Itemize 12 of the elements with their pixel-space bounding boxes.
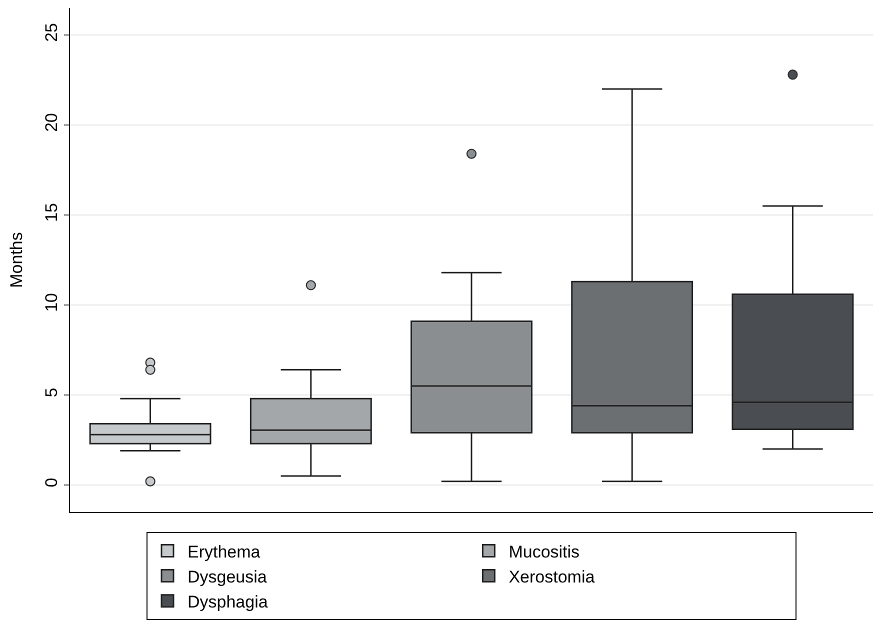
y-tick-label: 25 [42,22,62,42]
y-axis-title: Months [6,232,26,288]
y-tick-label: 0 [42,478,62,488]
legend-label: Dysgeusia [188,567,268,586]
y-tick-label: 20 [42,112,62,132]
legend-label: Dysphagia [188,592,268,612]
legend-label: Xerostomia [508,567,596,586]
y-tick-label: 10 [42,292,62,312]
y-tick-label: 5 [42,388,62,398]
y-tick-label: 15 [42,202,62,222]
legend-label: Erythema [188,542,261,562]
legend-label: Mucositis [508,542,580,562]
